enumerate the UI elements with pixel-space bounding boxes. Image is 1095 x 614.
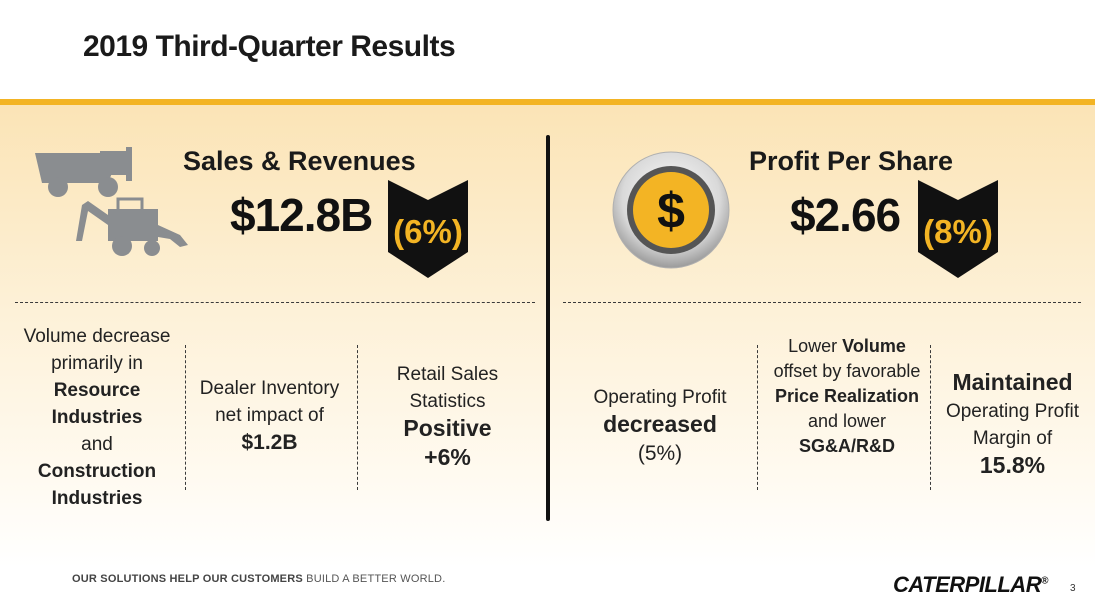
column-divider	[185, 345, 186, 490]
bullet-emphasis: Positive	[403, 415, 492, 441]
down-chevron-icon	[388, 180, 468, 278]
slide-title: 2019 Third-Quarter Results	[83, 30, 456, 63]
bullet-emphasis: Price Realization	[774, 386, 920, 406]
profit-value: $2.66	[790, 189, 901, 241]
svg-text:$: $	[657, 183, 685, 239]
column-divider	[357, 345, 358, 490]
center-divider	[546, 135, 550, 521]
bullet-emphasis: $1.2B	[241, 431, 298, 454]
bullet-text: Operating Profit Margin of	[945, 401, 1080, 449]
sales-bullet-retail-stats: Retail Sales Statistics Positive +6%	[380, 361, 515, 473]
profit-heading: Profit Per Share	[749, 146, 954, 176]
profit-separator	[563, 302, 1081, 303]
sales-change: (6%)	[393, 213, 463, 250]
bullet-text: (5%)	[637, 442, 683, 465]
bullet-emphasis: Volume	[842, 336, 906, 356]
profit-bullet-margin: Maintained Operating Profit Margin of 15…	[940, 369, 1085, 481]
dollar-coin-icon: $	[612, 151, 730, 269]
footer-tagline: OUR SOLUTIONS HELP OUR CUSTOMERS BUILD A…	[72, 573, 445, 585]
profit-bullet-operating-profit: Operating Profit decreased (5%)	[585, 384, 735, 468]
bullet-text: Lower	[788, 336, 838, 356]
profit-change: (8%)	[923, 213, 993, 250]
bullet-text: and lower	[807, 411, 887, 431]
accent-band	[0, 99, 1095, 105]
bullet-emphasis: SG&A/R&D	[798, 436, 895, 456]
down-chevron-icon	[918, 180, 998, 278]
bullet-emphasis: Maintained	[952, 369, 1073, 395]
profit-bullet-volume-offset: Lower Volume offset by favorable Price R…	[772, 334, 922, 459]
logo-registered-mark: ®	[1041, 575, 1048, 587]
bullet-emphasis: +6%	[424, 444, 471, 470]
tagline-bold: OUR SOLUTIONS HELP OUR CUSTOMERS	[72, 573, 303, 585]
bullet-text: and	[81, 434, 113, 455]
bullet-text: Retail Sales Statistics	[396, 364, 499, 412]
bullet-emphasis: decreased	[603, 411, 717, 437]
construction-equipment-icon	[35, 147, 188, 256]
bullet-text: Volume decrease primarily in	[23, 326, 171, 374]
tagline-rest: BUILD A BETTER WORLD.	[302, 573, 446, 585]
sales-heading: Sales & Revenues	[183, 146, 416, 176]
sales-separator	[15, 302, 535, 303]
bullet-text: Dealer Inventory net impact of	[199, 378, 340, 426]
caterpillar-logo: CATERPILLAR®	[893, 572, 1048, 598]
bullet-emphasis: 15.8%	[979, 452, 1046, 478]
sales-bullet-dealer-inventory: Dealer Inventory net impact of $1.2B	[192, 375, 347, 457]
column-divider	[930, 345, 931, 490]
column-divider	[757, 345, 758, 490]
page-number: 3	[1070, 583, 1076, 594]
sales-bullet-volume: Volume decrease primarily in Resource In…	[17, 323, 177, 512]
bullet-emphasis: Resource Industries	[51, 380, 143, 428]
sales-value: $12.8B	[230, 189, 373, 241]
bullet-emphasis: Construction Industries	[37, 461, 157, 509]
logo-text: CATERPILLAR	[893, 572, 1042, 597]
bullet-text: offset by favorable	[773, 361, 921, 381]
bullet-text: Operating Profit	[593, 387, 727, 408]
